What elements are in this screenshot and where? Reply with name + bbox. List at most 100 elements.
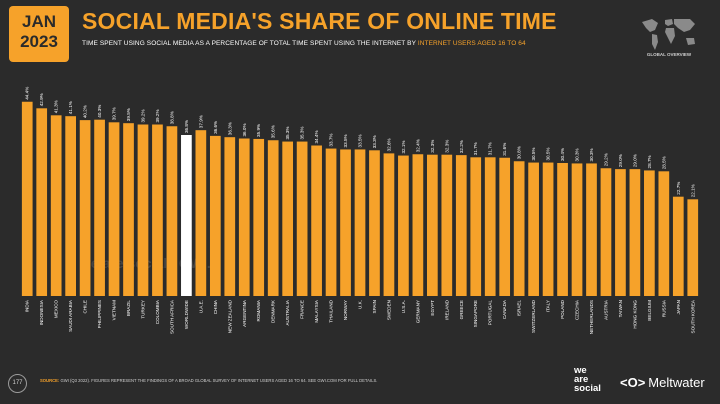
category-label-russia: RUSSIA [661,299,666,317]
category-label-italy: ITALY [546,300,551,312]
bar-australia [282,141,294,296]
bar-czechia [571,163,583,296]
bar-japan [672,196,684,296]
bar-netherlands [586,163,597,296]
category-label-ireland: IRELAND [444,299,449,320]
value-label-russia: 28.5% [661,156,666,169]
value-label-norway: 33.5% [343,134,348,147]
category-label-malaysia: MALAYSIA [314,299,319,323]
category-label-u-s-a: U.S.A. [401,300,406,313]
value-label-denmark: 35.6% [271,125,276,138]
category-label-argentina: ARGENTINA [242,299,247,327]
bar-india [21,101,33,296]
logo-we: we [574,365,587,376]
source-note: SOURCE: GWI (Q3 2022). FIGURES REPRESENT… [40,378,580,383]
category-label-czechia: CZECHIA [575,299,580,320]
bar-canada [499,157,511,296]
value-label-mexico: 41.3% [54,100,59,113]
bar-egypt [426,154,438,296]
bar-france [296,141,308,296]
value-label-belgium: 28.7% [647,155,652,168]
bar-south-africa [166,126,178,296]
category-label-thailand: THAILAND [329,299,334,322]
value-label-singapore: 31.7% [473,142,478,155]
value-label-austria: 29.2% [603,153,608,166]
value-label-argentina: 36.0% [242,123,247,136]
bar-worldwide [181,135,192,296]
value-label-greece: 32.2% [459,140,464,153]
value-label-south-korea: 22.1% [690,184,695,197]
category-label-japan: JAPAN [676,300,681,314]
value-label-saudi-arabia: 41.1% [68,101,73,114]
value-label-canada: 31.6% [502,143,507,156]
value-label-romania: 35.9% [256,124,261,137]
category-label-australia: AUSTRALIA [285,299,290,325]
category-label-netherlands: NETHERLANDS [589,300,594,334]
category-label-sweden: SWEDEN [386,300,391,320]
bar-taiwan [615,169,626,297]
value-label-u-a-e: 37.9% [198,115,203,128]
value-label-brazil: 39.5% [126,108,131,121]
bar-portugal [484,157,496,296]
value-label-turkey: 39.2% [140,109,145,122]
page-number: 177 [8,374,27,393]
world-map-icon [638,14,700,60]
category-label-brazil: BRAZIL [126,300,131,317]
bar-mexico [50,115,62,296]
value-label-france: 35.3% [300,127,305,140]
bar-new-zealand [224,137,236,296]
value-label-egypt: 32.3% [430,140,435,153]
value-label-china: 36.6% [213,121,218,134]
value-label-india: 44.4% [25,87,30,100]
bar-greece [455,155,467,297]
value-label-czechia: 30.3% [575,148,580,161]
category-label-denmark: DENMARK [271,299,276,323]
chart-subtitle: TIME SPENT USING SOCIAL MEDIA AS A PERCE… [82,40,526,47]
category-label-romania: ROMANIA [256,299,261,321]
bar-argentina [238,138,250,296]
bar-hong-kong [629,169,641,297]
value-label-u-s-a: 32.1% [401,141,406,154]
value-label-netherlands: 30.3% [589,148,594,161]
category-label-chile: CHILE [83,300,88,314]
value-label-thailand: 33.7% [329,134,334,147]
category-label-singapore: SINGAPORE [473,300,478,327]
bar-sweden [383,153,395,297]
bar-indonesia [36,108,48,296]
subtitle-main: TIME SPENT USING SOCIAL MEDIA AS A PERCE… [82,40,418,47]
source-label: SOURCE: [40,378,60,383]
bar-switzerland [528,162,539,296]
category-label-spain: SPAIN [372,300,377,313]
category-label-switzerland: SWITZERLAND [531,299,536,333]
bar-thailand [325,148,337,296]
value-label-switzerland: 30.5% [531,148,536,161]
value-label-colombia: 39.2% [155,109,160,122]
value-label-poland: 30.4% [560,148,565,161]
category-label-saudi-arabia: SAUDI ARABIA [68,299,73,332]
value-label-ireland: 32.3% [444,140,449,153]
value-label-new-zealand: 36.3% [227,122,232,135]
category-label-austria: AUSTRIA [603,299,608,320]
category-label-france: FRANCE [300,300,305,319]
bar-chile [79,120,91,297]
logo-are: are [574,374,589,385]
date-year: 2023 [20,32,58,51]
we-are-social-logo: we are social [574,365,601,394]
bar-u-s-a [398,155,409,296]
bar-colombia [152,124,163,296]
value-label-worldwide: 36.8% [184,120,189,133]
value-label-japan: 22.7% [676,182,681,195]
bar-germany [412,154,424,296]
bar-israel [513,161,525,296]
category-label-turkey: TURKEY [140,300,145,319]
category-label-u-a-e: U.A.E. [198,300,203,313]
value-label-israel: 30.8% [517,146,522,159]
category-label-poland: POLAND [560,299,565,319]
category-label-india: INDIA [25,299,30,312]
category-label-canada: CANADA [502,299,507,319]
bar-chart: 44.4% INDIA 42.9% INDONESIA 41.3% MEXICO 41.1%… [21,87,699,334]
category-label-hong-kong: HONG KONG [632,300,637,329]
meltwater-mark-icon: <O> [620,375,646,390]
bar-austria [600,168,612,296]
category-label-taiwan: TAIWAN [618,300,623,317]
